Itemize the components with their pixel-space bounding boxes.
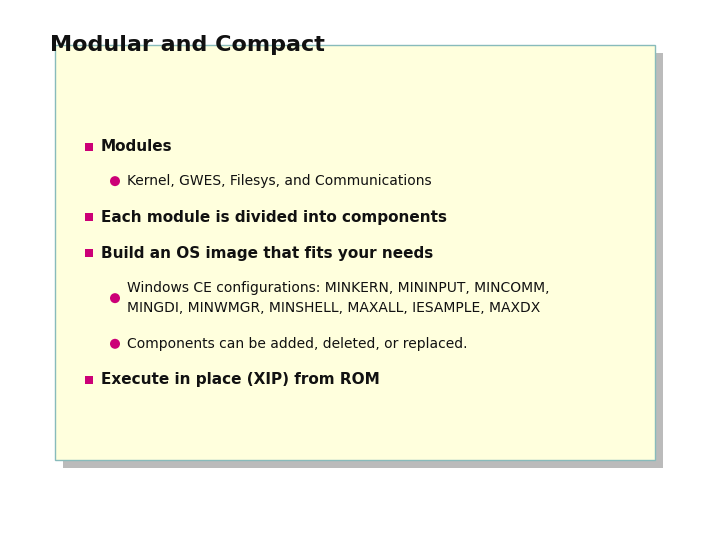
Bar bbox=[85, 376, 93, 384]
Text: Kernel, GWES, Filesys, and Communications: Kernel, GWES, Filesys, and Communication… bbox=[127, 174, 431, 188]
FancyBboxPatch shape bbox=[55, 45, 655, 460]
Text: Modules: Modules bbox=[101, 139, 173, 154]
Text: Modular and Compact: Modular and Compact bbox=[50, 35, 325, 55]
Text: Build an OS image that fits your needs: Build an OS image that fits your needs bbox=[101, 246, 433, 261]
Text: Execute in place (XIP) from ROM: Execute in place (XIP) from ROM bbox=[101, 373, 379, 387]
Bar bbox=[85, 143, 93, 151]
Bar bbox=[85, 249, 93, 258]
Circle shape bbox=[110, 339, 120, 349]
Text: Components can be added, deleted, or replaced.: Components can be added, deleted, or rep… bbox=[127, 337, 467, 351]
Text: Windows CE configurations: MINKERN, MININPUT, MINCOMM,
MINGDI, MINWMGR, MINSHELL: Windows CE configurations: MINKERN, MINI… bbox=[127, 281, 549, 315]
Text: Each module is divided into components: Each module is divided into components bbox=[101, 210, 447, 225]
FancyBboxPatch shape bbox=[63, 53, 663, 468]
Bar bbox=[85, 213, 93, 221]
Circle shape bbox=[110, 176, 120, 186]
Circle shape bbox=[110, 293, 120, 303]
